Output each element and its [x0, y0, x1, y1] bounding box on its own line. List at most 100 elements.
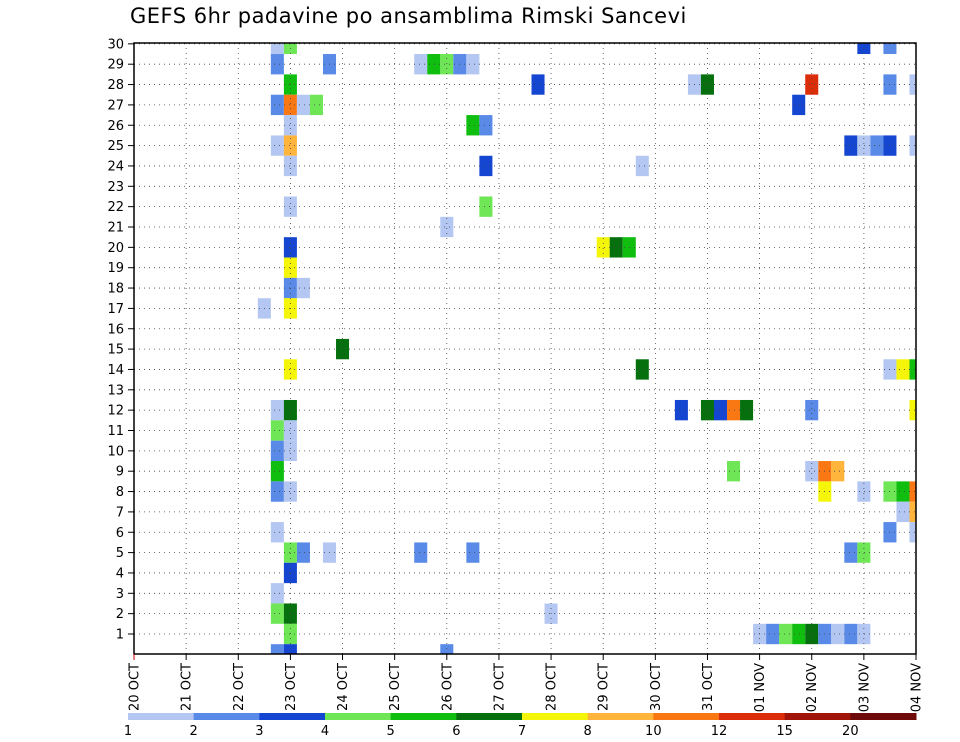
colorbar-label: 8 [584, 724, 592, 739]
heatmap-cell [283, 359, 297, 380]
heatmap-cell [857, 481, 871, 502]
y-tick-label: 6 [116, 526, 124, 541]
heatmap-cell [844, 542, 858, 563]
heatmap-cell [805, 399, 819, 421]
heatmap-cell [831, 461, 845, 482]
heatmap-cells [257, 43, 916, 654]
heatmap-cell [779, 623, 793, 645]
colorbar-label: 12 [711, 724, 728, 739]
x-tick-label: 21 OCT [180, 663, 195, 711]
heatmap-cell [596, 237, 610, 258]
heatmap-cell [479, 155, 493, 177]
heatmap-cell [414, 54, 428, 75]
y-tick-label: 28 [107, 78, 124, 93]
heatmap-cell [466, 542, 480, 563]
y-tick-label: 14 [107, 363, 124, 378]
x-tick-label: 29 OCT [597, 663, 612, 711]
colorbar-label: 15 [776, 724, 793, 739]
y-tick-label: 24 [107, 159, 124, 174]
colorbar-label: 20 [842, 724, 859, 739]
heatmap-cell [336, 338, 350, 360]
y-tick-label: 7 [116, 505, 124, 520]
x-tick-label: 20 OCT [128, 663, 143, 711]
y-tick-label: 30 [107, 37, 124, 52]
plot-frame [133, 42, 917, 655]
y-tick-label: 3 [116, 587, 124, 602]
colorbar-segment [719, 713, 786, 720]
colorbar-segment [587, 713, 654, 720]
y-tick-label: 16 [107, 322, 124, 337]
colorbar-segment [390, 713, 457, 720]
y-tick-label: 19 [107, 261, 124, 276]
heatmap-cell [283, 115, 297, 136]
heatmap-cell [831, 623, 845, 645]
heatmap-cell [635, 359, 649, 380]
heatmap-cell [283, 196, 297, 217]
heatmap-cell [309, 94, 323, 116]
heatmap-cell [440, 216, 454, 238]
y-tick-label: 20 [107, 241, 124, 256]
heatmap-cell [896, 359, 910, 380]
heatmap-cell [909, 399, 916, 421]
heatmap-cell [479, 196, 493, 217]
heatmap-cell [440, 54, 454, 75]
heatmap-cell [296, 277, 310, 299]
y-tick-label: 2 [116, 607, 124, 622]
colorbar-label: 5 [387, 724, 395, 739]
heatmap-cell [909, 135, 916, 156]
colorbar-label: 10 [645, 724, 662, 739]
y-tick-label: 1 [116, 628, 124, 643]
x-axis: 20 OCT 21 OCT 22 OCT 23 OCT 24 OCT 25 OCT 26 O… [128, 654, 925, 712]
heatmap-cell [909, 501, 916, 523]
heatmap-cell [713, 399, 728, 421]
heatmap-cell [270, 461, 284, 482]
heatmap-cell [270, 135, 284, 156]
heatmap-cell [740, 399, 754, 421]
heatmap-cell [909, 359, 916, 380]
heatmap-cell [283, 399, 297, 421]
heatmap-cell [792, 623, 806, 645]
y-tick-label: 11 [107, 424, 124, 439]
y-tick-label: 4 [116, 566, 124, 581]
heatmap-cell [466, 54, 480, 75]
y-axis: 1234567891011121314151617181920212223242… [107, 37, 134, 643]
heatmap-cell [283, 135, 297, 156]
heatmap-cell [283, 94, 297, 116]
heatmap-cell [270, 54, 284, 75]
heatmap-cell [270, 603, 284, 624]
chart-title: GEFS 6hr padavine po ansamblima Rimski S… [130, 4, 687, 28]
heatmap-cell [883, 43, 897, 55]
colorbar-segment [456, 713, 523, 720]
heatmap-cell [700, 74, 714, 95]
x-tick-label: 03 NOV [857, 663, 872, 712]
colorbar-segment [325, 713, 392, 720]
heatmap-cell [296, 94, 310, 116]
heatmap-cell [531, 74, 545, 95]
heatmap-cell [479, 115, 493, 136]
heatmap-cell [283, 542, 297, 563]
x-tick-label: 31 OCT [701, 663, 716, 711]
x-tick-label: 24 OCT [336, 663, 351, 711]
x-tick-label: 04 NOV [910, 663, 925, 712]
y-tick-label: 21 [107, 221, 124, 236]
colorbar-label: 7 [518, 724, 526, 739]
heatmap-cell [270, 43, 284, 55]
heatmap-cell [440, 644, 454, 654]
heatmap-cell [609, 237, 623, 258]
heatmap-cell [283, 74, 297, 95]
grid-lines [134, 43, 916, 654]
heatmap-cell [283, 237, 297, 258]
y-tick-label: 29 [107, 58, 124, 73]
colorbar-label: 4 [321, 724, 329, 739]
heatmap-cell [674, 399, 688, 421]
colorbar-segment [128, 713, 195, 720]
heatmap-cell [270, 94, 284, 116]
heatmap-cell [844, 135, 858, 156]
x-tick-label: 01 NOV [753, 663, 768, 712]
x-tick-label: 30 OCT [649, 663, 664, 711]
heatmap-cell [635, 155, 649, 177]
heatmap-cell [727, 399, 741, 421]
y-tick-label: 22 [107, 200, 124, 215]
colorbar-label: 3 [255, 724, 263, 739]
heatmap-cell [896, 501, 910, 523]
